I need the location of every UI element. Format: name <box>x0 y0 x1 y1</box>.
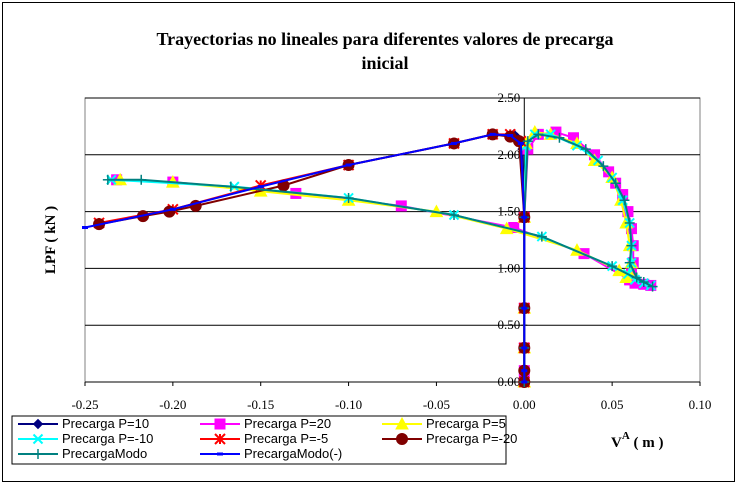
legend-item: Precarga P=10 <box>18 416 149 431</box>
data-point <box>624 257 635 268</box>
legend-item: PrecargaModo <box>18 446 147 461</box>
x-tick-label: -0.25 <box>71 397 98 412</box>
data-point <box>136 174 147 185</box>
y-axis-label: LPF ( kN ) <box>43 206 59 274</box>
series-layer <box>82 125 658 388</box>
x-axis-label-superscript: A <box>622 430 630 442</box>
marker-stroke <box>545 129 556 140</box>
y-tick-label: 0.50 <box>498 317 521 332</box>
data-point <box>257 185 264 189</box>
y-tick-label: 1.50 <box>498 204 521 219</box>
data-point <box>517 141 524 145</box>
legend-marker <box>32 418 44 430</box>
data-point <box>345 163 352 167</box>
x-axis-label-main: V <box>611 435 622 451</box>
legend-item: Precarga P=5 <box>382 416 506 431</box>
data-point <box>521 346 528 350</box>
data-point <box>489 132 496 136</box>
legend-marker <box>214 433 226 445</box>
data-point <box>626 240 637 251</box>
y-tick-labels: 0.00 0.50 1.00 1.50 2.00 2.50 <box>498 90 521 389</box>
legend-box <box>11 415 507 465</box>
data-point <box>631 272 642 283</box>
data-point <box>507 133 514 137</box>
legend-marker <box>395 416 409 430</box>
data-point <box>82 226 88 230</box>
legend-item: Precarga P=-20 <box>382 431 517 446</box>
series-precargamodo <box>102 129 658 387</box>
y-tick-label: 2.00 <box>498 147 521 162</box>
series-precargamodo <box>82 132 528 384</box>
data-point <box>624 217 635 228</box>
legend-label: PrecargaModo <box>62 446 147 461</box>
x-axis-label: VA ( m ) <box>611 430 664 451</box>
y-tick-label: 0.00 <box>498 374 521 389</box>
legend-marker <box>214 418 226 430</box>
x-tick-label: 0.05 <box>601 397 624 412</box>
data-point <box>638 277 649 288</box>
legend-marker <box>217 452 223 456</box>
legend-label: Precarga P=-10 <box>62 431 153 446</box>
chart-title-line2: inicial <box>361 53 408 73</box>
x-tick-label: -0.10 <box>335 397 362 412</box>
legend-label: Precarga P=-20 <box>426 431 517 446</box>
x-tick-labels: -0.25 -0.20 -0.15 -0.10 -0.05 0.00 0.05 0.10 <box>71 397 711 412</box>
data-point <box>225 181 236 192</box>
data-point <box>169 207 176 211</box>
legend-label: Precarga P=10 <box>62 416 149 431</box>
data-point <box>647 281 658 292</box>
data-point <box>451 141 457 145</box>
legend-marker <box>32 433 44 445</box>
legend-label: PrecargaModo(-) <box>244 446 342 461</box>
data-point <box>521 369 528 373</box>
plot-area <box>84 97 701 383</box>
data-point <box>533 129 544 140</box>
data-point <box>610 178 621 189</box>
x-tick-label: -0.05 <box>423 397 450 412</box>
data-point <box>521 215 528 219</box>
data-point <box>580 144 591 155</box>
x-tick-label: 0.10 <box>689 397 712 412</box>
legend-label: Precarga P=5 <box>426 416 506 431</box>
legend-item: Precarga P=20 <box>200 416 331 431</box>
y-tick-label: 1.00 <box>498 260 521 275</box>
x-tick-label: 0.00 <box>513 397 536 412</box>
data-point <box>521 306 528 310</box>
data-point <box>598 161 609 172</box>
chart-title-line1: Trayectorias no lineales para diferentes… <box>156 29 613 49</box>
data-point <box>522 136 533 147</box>
legend-item: PrecargaModo(-) <box>200 446 342 461</box>
data-point <box>536 231 547 242</box>
legend-item: Precarga P=-10 <box>18 431 153 446</box>
data-point <box>554 132 565 143</box>
marker-stroke <box>32 433 44 445</box>
legend-marker <box>396 433 408 445</box>
data-point <box>619 195 630 206</box>
legend-label: Precarga P=20 <box>244 416 331 431</box>
data-point <box>521 380 528 384</box>
grid-lines <box>85 97 700 326</box>
x-tick-label: -0.20 <box>159 397 186 412</box>
legend: Precarga P=10 Precarga P=20 Precarga P=5Pr… <box>18 416 517 461</box>
data-point <box>449 210 459 221</box>
x-tick-label: -0.15 <box>247 397 274 412</box>
legend-marker <box>33 449 43 459</box>
series-line <box>107 133 654 382</box>
data-point <box>102 174 113 185</box>
data-point <box>607 261 618 272</box>
legend-label: Precarga P=-5 <box>244 431 328 446</box>
x-axis-label-unit: ( m ) <box>630 435 664 451</box>
legend-item: Precarga P=-5 <box>200 431 328 446</box>
data-point <box>343 192 354 203</box>
y-tick-label: 2.50 <box>498 90 521 105</box>
